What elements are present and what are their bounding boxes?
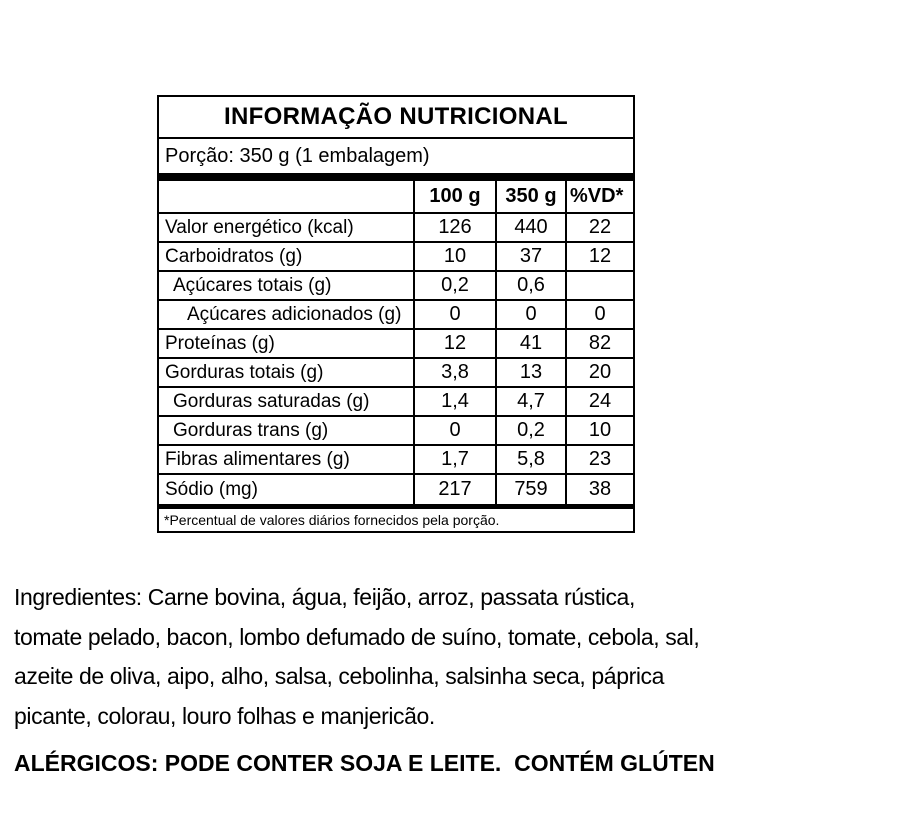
value-350g: 4,7 [495, 388, 565, 415]
value-100g: 217 [413, 475, 495, 504]
header-100g: 100 g [413, 181, 495, 212]
value-350g: 41 [495, 330, 565, 357]
nutrient-label: Açúcares totais (g) [173, 274, 332, 296]
value-100g: 0,2 [413, 272, 495, 299]
header-empty-cell [159, 181, 413, 212]
ingredients-line: picante, colorau, louro folhas e manjeri… [14, 702, 435, 729]
value-100g: 0 [413, 301, 495, 328]
value-vd: 10 [565, 417, 633, 444]
value-350g: 5,8 [495, 446, 565, 473]
value-vd: 12 [565, 243, 633, 270]
value-vd: 22 [565, 214, 633, 241]
table-row-total-sugars: Açúcares totais (g) 0,2 0,6 [159, 272, 633, 301]
nutrient-label: Sódio (mg) [165, 478, 258, 500]
value-100g: 1,7 [413, 446, 495, 473]
table-row-saturated-fat: Gorduras saturadas (g) 1,4 4,7 24 [159, 388, 633, 417]
value-350g: 0,2 [495, 417, 565, 444]
ingredients-line: Ingredientes: Carne bovina, água, feijão… [14, 584, 635, 610]
nutrition-table-title: INFORMAÇÃO NUTRICIONAL [159, 97, 633, 139]
ingredients-line: azeite de oliva, aipo, alho, salsa, cebo… [14, 663, 665, 689]
value-vd [565, 272, 633, 299]
value-350g: 0 [495, 301, 565, 328]
ingredients-line: tomate pelado, bacon, lombo defumado de … [14, 623, 700, 650]
value-350g: 37 [495, 243, 565, 270]
column-header-row: 100 g 350 g %VD* [159, 181, 633, 214]
nutrient-label: Carboidratos (g) [165, 245, 303, 267]
value-350g: 13 [495, 359, 565, 386]
table-row-added-sugars: Açúcares adicionados (g) 0 0 0 [159, 301, 633, 330]
table-row-energy: Valor energético (kcal) 126 440 22 [159, 214, 633, 243]
value-100g: 0 [413, 417, 495, 444]
value-vd: 20 [565, 359, 633, 386]
value-vd: 38 [565, 475, 633, 504]
table-row-fiber: Fibras alimentares (g) 1,7 5,8 23 [159, 446, 633, 475]
value-350g: 759 [495, 475, 565, 504]
nutrient-label: Valor energético (kcal) [165, 216, 354, 238]
daily-values-footnote: *Percentual de valores diários fornecido… [164, 512, 500, 528]
value-100g: 10 [413, 243, 495, 270]
value-100g: 3,8 [413, 359, 495, 386]
nutrition-table: INFORMAÇÃO NUTRICIONAL Porção: 350 g (1 … [157, 95, 635, 533]
divider-bar-bottom [159, 504, 633, 509]
value-vd: 24 [565, 388, 633, 415]
header-vd: %VD* [565, 181, 633, 212]
header-350g: 350 g [495, 181, 565, 212]
value-350g: 0,6 [495, 272, 565, 299]
value-vd: 23 [565, 446, 633, 473]
value-100g: 126 [413, 214, 495, 241]
value-vd: 82 [565, 330, 633, 357]
table-row-total-fat: Gorduras totais (g) 3,8 13 20 [159, 359, 633, 388]
portion-row: Porção: 350 g (1 embalagem) [165, 144, 430, 167]
table-row-sodium: Sódio (mg) 217 759 38 [159, 475, 633, 504]
ingredients-paragraph: Ingredientes: Carne bovina, água, feijão… [14, 578, 700, 736]
value-100g: 12 [413, 330, 495, 357]
table-row-protein: Proteínas (g) 12 41 82 [159, 330, 633, 359]
nutrient-label: Açúcares adicionados (g) [187, 303, 402, 325]
divider-bar-top [159, 173, 633, 181]
table-row-carbs: Carboidratos (g) 10 37 12 [159, 243, 633, 272]
nutrient-label: Fibras alimentares (g) [165, 448, 350, 470]
nutrient-label: Gorduras saturadas (g) [173, 390, 370, 412]
value-100g: 1,4 [413, 388, 495, 415]
nutrient-label: Gorduras trans (g) [173, 419, 329, 441]
nutrient-label: Gorduras totais (g) [165, 361, 324, 383]
value-vd: 0 [565, 301, 633, 328]
nutrient-label: Proteínas (g) [165, 332, 275, 354]
table-row-trans-fat: Gorduras trans (g) 0 0,2 10 [159, 417, 633, 446]
value-350g: 440 [495, 214, 565, 241]
allergens-statement: ALÉRGICOS: PODE CONTER SOJA E LEITE. CON… [14, 750, 715, 776]
